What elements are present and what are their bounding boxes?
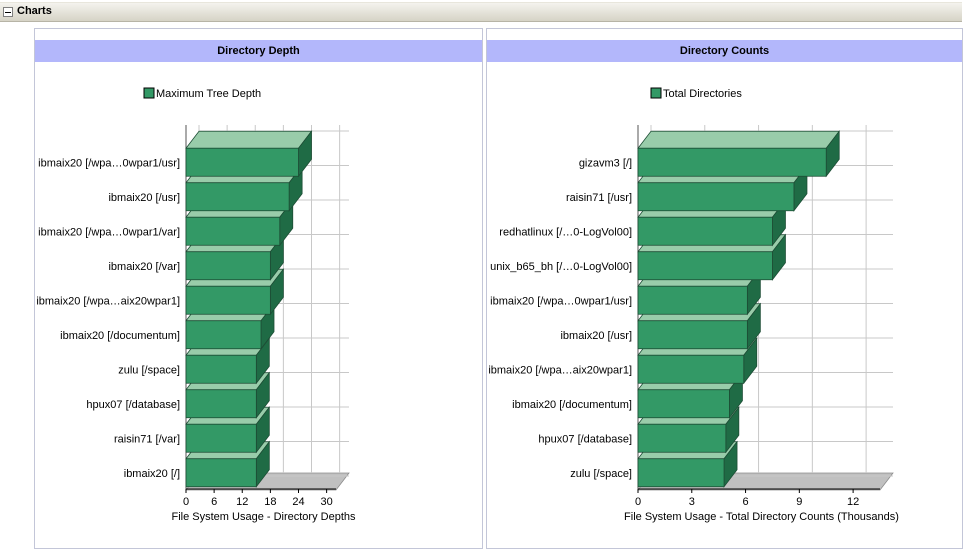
bar-front — [637, 389, 730, 419]
x-tick-label: 0 — [635, 496, 641, 508]
bar-top — [185, 130, 313, 149]
legend-label: Maximum Tree Depth — [156, 88, 261, 100]
legend-swatch — [143, 87, 155, 99]
category-label: hpux07 [/database] — [538, 433, 632, 445]
category-label: hpux07 [/database] — [86, 399, 180, 411]
bar-front — [637, 458, 725, 488]
x-axis-title: File System Usage - Directory Depths — [172, 511, 356, 523]
category-label: ibmaix20 [/var] — [108, 261, 180, 273]
bar-front — [185, 458, 257, 488]
bar-top — [637, 130, 841, 149]
bar-front — [185, 354, 257, 384]
bar-front — [637, 251, 773, 281]
section-title: Charts — [17, 5, 52, 17]
x-tick-label: 3 — [689, 496, 695, 508]
bar — [185, 130, 313, 178]
x-tick-label: 30 — [321, 496, 333, 508]
category-label: ibmaix20 [/documentum] — [512, 399, 632, 411]
category-label: ibmaix20 [/wpa…aix20wpar1] — [36, 295, 180, 307]
legend-label: Total Directories — [663, 88, 742, 100]
x-tick-label: 12 — [236, 496, 248, 508]
bar-front — [637, 147, 827, 177]
category-label: ibmaix20 [/usr] — [108, 192, 180, 204]
bar — [637, 130, 841, 178]
x-tick-label: 12 — [847, 496, 859, 508]
x-tick-label: 24 — [292, 496, 304, 508]
bar-front — [185, 320, 262, 350]
bar-front — [637, 320, 748, 350]
bar-front — [637, 216, 773, 246]
category-label: ibmaix20 [/wpa…0wpar1/var] — [38, 226, 180, 238]
category-label: ibmaix20 [/usr] — [560, 330, 632, 342]
bar — [637, 337, 758, 385]
category-label: unix_b65_bh [/…0-LogVol00] — [490, 261, 632, 273]
category-label: ibmaix20 [/wpa…aix20wpar1] — [488, 364, 632, 376]
category-label: ibmaix20 [/wpa…0wpar1/usr] — [38, 157, 180, 169]
chart-title: Directory Depth — [35, 40, 482, 62]
bar-front — [185, 182, 290, 212]
chart-title: Directory Counts — [487, 40, 962, 62]
x-axis-title: File System Usage - Total Directory Coun… — [624, 511, 899, 523]
charts-section-header[interactable]: Charts — [0, 2, 962, 22]
category-label: ibmaix20 [/documentum] — [60, 330, 180, 342]
x-tick-label: 0 — [183, 496, 189, 508]
bar-front — [185, 147, 299, 177]
category-label: ibmaix20 [/wpa…0wpar1/usr] — [490, 295, 632, 307]
x-tick-label: 9 — [796, 496, 802, 508]
category-label: raisin71 [/var] — [114, 433, 180, 445]
bar-front — [185, 423, 257, 453]
bar-front — [185, 251, 271, 281]
bar-front — [637, 423, 727, 453]
bar-front — [185, 285, 271, 315]
category-label: ibmaix20 [/] — [124, 468, 180, 480]
bar-front — [637, 354, 745, 384]
x-tick-label: 6 — [742, 496, 748, 508]
bar-front — [185, 216, 281, 246]
chart-0 — [143, 87, 350, 493]
bar-front — [637, 182, 795, 212]
category-label: redhatlinux [/…0-LogVol00] — [499, 226, 632, 238]
chart-1 — [637, 87, 894, 493]
x-tick-label: 18 — [264, 496, 276, 508]
bar-front — [637, 285, 748, 315]
collapse-icon[interactable] — [3, 7, 13, 17]
legend-swatch — [650, 87, 662, 99]
category-label: zulu [/space] — [118, 364, 180, 376]
category-label: gizavm3 [/] — [579, 157, 632, 169]
category-label: raisin71 [/usr] — [566, 192, 632, 204]
x-tick-label: 6 — [211, 496, 217, 508]
category-label: zulu [/space] — [570, 468, 632, 480]
bar-front — [185, 389, 257, 419]
